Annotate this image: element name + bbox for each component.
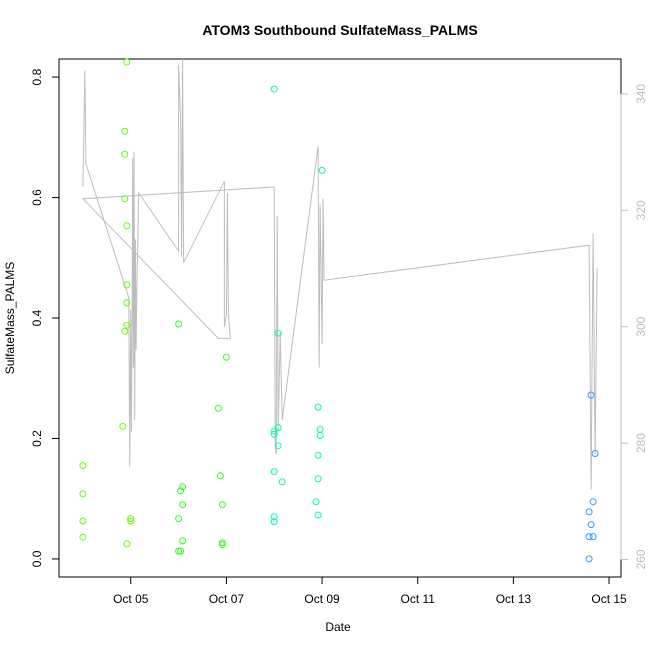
y-tick-label: 0.6 (30, 189, 44, 206)
data-point (589, 533, 597, 541)
data-point (218, 501, 226, 509)
plot-frame (58, 58, 622, 578)
data-point (316, 432, 324, 439)
data-point (127, 517, 135, 525)
data-point (121, 150, 129, 158)
x-tick-label: Oct 09 (304, 592, 340, 606)
chart-title: ATOM3 Southbound SulfateMass_PALMS (202, 22, 477, 38)
x-tick-label: Oct 13 (496, 592, 532, 606)
data-point (585, 533, 593, 541)
data-point (314, 511, 322, 519)
data-point (123, 321, 131, 329)
data-point (179, 501, 187, 509)
data-point (175, 320, 183, 328)
data-point (274, 329, 282, 337)
data-point (121, 127, 129, 135)
y2-tick-label: 260 (634, 549, 648, 569)
y-tick-label: 0.2 (30, 430, 44, 447)
data-point (587, 521, 595, 529)
y2-tick-label: 280 (634, 433, 648, 453)
data-point (314, 451, 322, 459)
data-point (591, 450, 599, 457)
data-point (318, 166, 326, 174)
data-point (312, 498, 320, 506)
data-point (123, 281, 131, 289)
y2-tick-label: 340 (634, 84, 648, 104)
data-point (270, 468, 278, 476)
data-point (270, 85, 278, 93)
data-point (175, 515, 183, 523)
data-point (270, 518, 278, 526)
data-point (123, 58, 131, 66)
data-point (585, 555, 593, 563)
data-point (587, 391, 595, 399)
data-point (121, 327, 129, 335)
x-axis-title: Date (325, 620, 351, 634)
x-tick-label: Oct 11 (400, 592, 435, 606)
y-tick-label: 0.8 (30, 68, 44, 85)
data-point (589, 498, 597, 506)
y2-tick-label: 300 (634, 316, 648, 336)
x-tick-label: Oct 15 (591, 592, 627, 606)
data-point (123, 222, 131, 230)
data-point (314, 403, 322, 411)
data-point (274, 442, 282, 450)
scatter-points (79, 58, 599, 563)
y2-tick-label: 320 (634, 200, 648, 220)
right-axis-line-series (81, 58, 598, 490)
data-point (175, 547, 183, 555)
data-point (79, 490, 87, 498)
x-tick-label: Oct 07 (209, 592, 245, 606)
data-point (216, 472, 224, 480)
y-tick-label: 0.0 (30, 550, 44, 567)
data-point (314, 475, 322, 483)
data-point (270, 427, 278, 435)
data-point (179, 537, 187, 545)
data-point (218, 541, 226, 548)
axes: Oct 05 Oct 07 Oct 09 Oct 11 Oct 13 Oct 15 0.0 0… (30, 68, 648, 606)
data-point (79, 533, 87, 541)
data-point (214, 404, 222, 412)
data-point (127, 515, 135, 523)
series-line (81, 58, 598, 490)
data-point (270, 430, 278, 438)
data-point (179, 483, 187, 491)
x-tick-label: Oct 05 (113, 592, 149, 606)
data-point (585, 508, 593, 516)
data-point (123, 540, 131, 548)
y-axis-title: SulfateMass_PALMS (3, 262, 17, 375)
data-point (123, 299, 131, 307)
data-point (119, 422, 127, 430)
data-point (270, 513, 278, 521)
data-point (121, 195, 129, 203)
data-point (79, 462, 87, 470)
data-point (177, 487, 185, 495)
data-point (316, 425, 324, 433)
data-point (79, 517, 87, 525)
data-point (278, 478, 286, 486)
data-point (274, 424, 282, 432)
data-point (177, 547, 185, 555)
y-tick-label: 0.4 (30, 309, 44, 326)
data-point (222, 353, 230, 361)
